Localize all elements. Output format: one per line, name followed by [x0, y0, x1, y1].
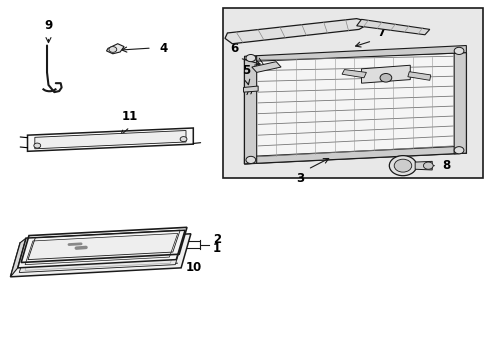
- Polygon shape: [10, 234, 190, 277]
- Text: 7: 7: [376, 26, 385, 39]
- Text: 10: 10: [185, 261, 202, 274]
- Circle shape: [423, 162, 432, 169]
- Polygon shape: [243, 86, 258, 92]
- Circle shape: [180, 136, 186, 141]
- Circle shape: [109, 46, 117, 52]
- Polygon shape: [407, 72, 430, 80]
- Polygon shape: [10, 238, 26, 277]
- Polygon shape: [453, 53, 466, 154]
- Text: 4: 4: [159, 41, 167, 54]
- Polygon shape: [361, 65, 409, 83]
- Text: 11: 11: [122, 110, 138, 123]
- Polygon shape: [27, 128, 193, 151]
- Polygon shape: [341, 69, 366, 78]
- Polygon shape: [18, 230, 184, 268]
- Polygon shape: [356, 19, 429, 35]
- Circle shape: [453, 47, 463, 54]
- Polygon shape: [106, 44, 124, 54]
- Polygon shape: [244, 53, 466, 164]
- Text: 2: 2: [212, 233, 221, 246]
- Polygon shape: [251, 62, 281, 72]
- Text: 8: 8: [442, 159, 450, 172]
- Polygon shape: [35, 131, 185, 149]
- Circle shape: [388, 156, 416, 176]
- Polygon shape: [244, 146, 466, 164]
- Bar: [222, 8, 483, 178]
- Circle shape: [245, 156, 255, 163]
- Circle shape: [453, 147, 463, 154]
- Text: 1: 1: [212, 242, 221, 255]
- Circle shape: [379, 73, 391, 82]
- Polygon shape: [244, 45, 466, 62]
- Polygon shape: [19, 238, 183, 273]
- Circle shape: [393, 159, 411, 172]
- Text: 3: 3: [296, 172, 304, 185]
- Polygon shape: [224, 19, 370, 44]
- Polygon shape: [414, 161, 431, 170]
- Circle shape: [34, 143, 41, 148]
- Text: 6: 6: [230, 42, 238, 55]
- Circle shape: [245, 54, 255, 62]
- Text: 5: 5: [242, 64, 249, 77]
- Polygon shape: [25, 233, 177, 265]
- Text: 9: 9: [44, 19, 53, 32]
- Polygon shape: [244, 56, 256, 164]
